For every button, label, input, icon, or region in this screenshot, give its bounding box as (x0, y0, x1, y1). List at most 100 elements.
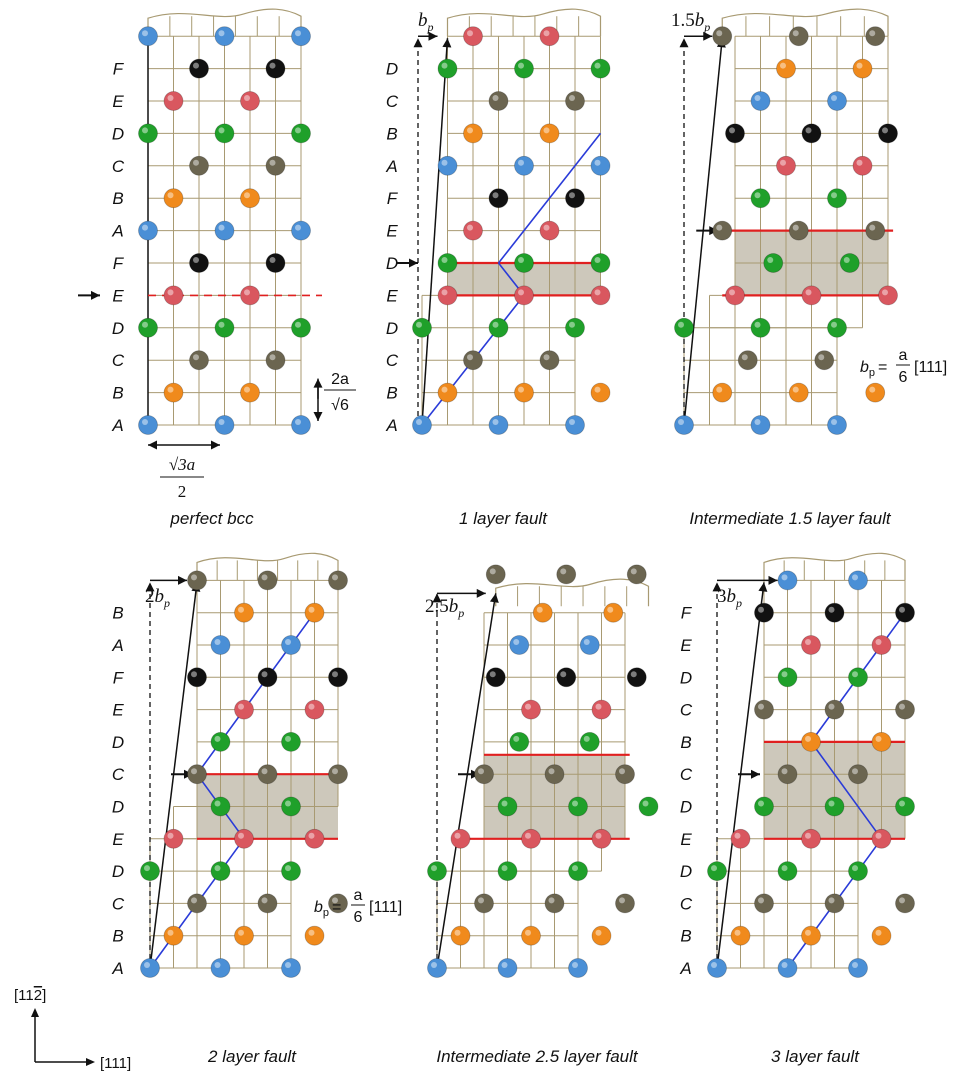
atom-highlight (518, 289, 524, 296)
atom-highlight (142, 224, 148, 231)
atom-highlight (492, 321, 499, 328)
atom-highlight (852, 574, 858, 581)
two-half-atom-A (497, 958, 518, 978)
one-half-atom-C (788, 26, 809, 47)
atom-highlight (594, 159, 601, 166)
atom-highlight (583, 639, 590, 645)
atom-highlight (882, 127, 888, 134)
atom-highlight (332, 671, 338, 678)
atom-highlight (332, 768, 338, 775)
one-layer-layer-label-A: A (385, 157, 397, 176)
atom-highlight (193, 257, 199, 263)
three-layer-layer-label-E: E (680, 830, 692, 849)
perfect-dim-right-head (211, 440, 220, 450)
atom-highlight (569, 321, 575, 328)
atom-highlight (332, 897, 338, 904)
atom-highlight (619, 897, 625, 904)
one-layer-dashed-arrow-head (413, 38, 423, 48)
atom-highlight (754, 419, 761, 425)
slip-label-1-5: 1.5bp (671, 10, 710, 34)
one-half-atom-B (712, 382, 733, 403)
two-half-atom-B (521, 925, 541, 946)
atom-highlight (525, 929, 531, 936)
axis-up-label: [112] (14, 987, 46, 1004)
two-layer-atom-A (281, 958, 301, 978)
atom-highlight (828, 800, 835, 807)
atom-highlight (595, 703, 602, 710)
perfect-layer-label-A: A (111, 416, 123, 435)
one-layer-atom-C (539, 350, 560, 371)
perfect-atom-C (189, 350, 209, 371)
two-half-atom-E (591, 828, 612, 849)
atom-highlight (454, 929, 461, 936)
dim-horizontal-label: √3a 2 (160, 455, 204, 501)
atom-highlight (642, 800, 649, 807)
dim-horizontal-den: 2 (178, 482, 187, 501)
two-half-atom-B (532, 602, 553, 623)
perfect-fault-arrow-head (91, 290, 100, 300)
perfect-atom-C (265, 350, 286, 371)
atom-highlight (869, 30, 876, 37)
one-layer-atom-A (488, 415, 509, 435)
one-layer-atom-A (514, 155, 534, 176)
three-layer-atom-E (871, 828, 892, 849)
two-half-atom-B (591, 925, 612, 946)
one-half-atom-C (865, 220, 886, 241)
three-layer-atom-C (824, 893, 845, 914)
atom-highlight (828, 897, 835, 904)
two-layer-layer-label-E: E (112, 701, 124, 720)
three-layer-atom-F (895, 602, 915, 623)
atom-highlight (238, 929, 244, 936)
one-half-atom-C (865, 26, 886, 47)
three-layer-atom-A (848, 958, 868, 978)
one-layer-atom-C (463, 350, 483, 371)
atom-highlight (678, 419, 684, 425)
one-layer-atom-F (488, 188, 509, 209)
one-half-atom-A (750, 415, 771, 435)
slip-label-2-5: 2.5bp (425, 596, 464, 620)
atom-highlight (518, 62, 524, 69)
atom-highlight (193, 354, 199, 361)
atom-highlight (899, 606, 905, 613)
one-layer-atom-D (514, 253, 534, 273)
atom-highlight (856, 62, 863, 69)
atom-highlight (716, 386, 723, 393)
one-layer-atom-B (514, 382, 534, 403)
one-half-atom-E (776, 155, 796, 176)
one-layer-atom-D (514, 58, 534, 79)
atom-highlight (285, 962, 291, 968)
two-layer-atom-A (210, 958, 231, 978)
two-layer-atom-D (281, 796, 301, 817)
three-layer-atom-A (777, 958, 798, 978)
perfect-atom-D (138, 317, 158, 338)
atom-highlight (295, 419, 301, 425)
atom-highlight (818, 354, 825, 361)
atom-highlight (572, 962, 578, 968)
three-layer-atom-C (777, 764, 798, 785)
perfect-layer-label-B: B (112, 384, 123, 403)
two-half-atom-C (544, 893, 565, 914)
atom-highlight (734, 929, 741, 936)
atom-highlight (214, 800, 221, 807)
one-layer-atom-E (437, 285, 458, 306)
three-layer-atom-E (730, 828, 751, 849)
dim-vertical-label: 2a √6 (324, 371, 356, 414)
atom-highlight (882, 289, 888, 296)
perfect-atom-F (189, 253, 209, 273)
three-layer-atom-F (824, 602, 845, 623)
atom-highlight (899, 703, 905, 710)
three-layer-atom-D (777, 667, 798, 688)
svg-text:bp=: bp = (314, 899, 341, 919)
atom-highlight (308, 606, 315, 613)
three-layer-atom-B (871, 925, 892, 946)
atom-highlight (295, 30, 301, 37)
two-layer-wave (196, 552, 339, 581)
perfect-atom-A (138, 220, 158, 241)
two-layer-layer-label-A: A (111, 636, 123, 655)
perfect-layer-label-B: B (112, 189, 123, 208)
atom-highlight (875, 832, 882, 839)
atom-highlight (518, 257, 524, 263)
atom-highlight (167, 386, 174, 393)
atom-highlight (308, 703, 315, 710)
